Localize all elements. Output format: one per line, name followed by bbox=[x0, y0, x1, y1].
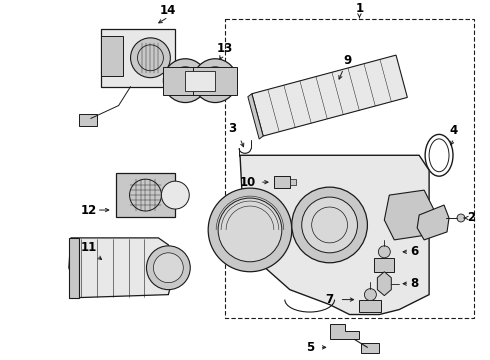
Circle shape bbox=[161, 181, 189, 209]
Polygon shape bbox=[384, 190, 434, 240]
Circle shape bbox=[201, 67, 229, 95]
Text: 2: 2 bbox=[467, 211, 475, 225]
Text: 6: 6 bbox=[410, 245, 418, 258]
Polygon shape bbox=[252, 55, 407, 136]
Circle shape bbox=[378, 246, 391, 258]
Polygon shape bbox=[240, 155, 429, 315]
Bar bbox=[362, 343, 379, 353]
Bar bbox=[225, 19, 474, 318]
Bar bbox=[101, 36, 122, 76]
Text: 13: 13 bbox=[217, 42, 233, 55]
Bar bbox=[69, 238, 79, 298]
Text: 10: 10 bbox=[240, 176, 256, 189]
Circle shape bbox=[130, 38, 171, 78]
Bar bbox=[225, 19, 474, 318]
Text: 11: 11 bbox=[81, 241, 97, 255]
Text: 1: 1 bbox=[355, 3, 364, 15]
Polygon shape bbox=[330, 324, 360, 339]
Polygon shape bbox=[69, 238, 175, 298]
Circle shape bbox=[302, 197, 358, 253]
Bar bbox=[185, 71, 215, 91]
Text: 12: 12 bbox=[81, 203, 97, 216]
Bar bbox=[374, 258, 394, 272]
Text: 4: 4 bbox=[450, 124, 458, 137]
Bar bbox=[193, 67, 237, 95]
Bar bbox=[290, 179, 296, 185]
Bar bbox=[274, 176, 290, 188]
Text: 8: 8 bbox=[410, 277, 418, 290]
Text: 9: 9 bbox=[343, 54, 352, 67]
Text: 7: 7 bbox=[325, 293, 334, 306]
Circle shape bbox=[457, 214, 465, 222]
Polygon shape bbox=[248, 94, 263, 139]
Bar bbox=[79, 114, 97, 126]
Text: 3: 3 bbox=[228, 122, 236, 135]
Bar bbox=[163, 67, 207, 95]
Text: 14: 14 bbox=[160, 4, 176, 18]
Circle shape bbox=[208, 188, 292, 272]
Circle shape bbox=[147, 246, 190, 290]
Circle shape bbox=[153, 253, 183, 283]
Circle shape bbox=[218, 198, 282, 262]
Circle shape bbox=[193, 59, 237, 103]
Circle shape bbox=[365, 289, 376, 301]
Text: 5: 5 bbox=[306, 341, 314, 354]
Bar bbox=[116, 173, 175, 217]
Circle shape bbox=[292, 187, 368, 263]
Circle shape bbox=[172, 67, 199, 95]
Bar bbox=[360, 300, 381, 311]
Bar bbox=[101, 29, 175, 87]
Circle shape bbox=[163, 59, 207, 103]
Polygon shape bbox=[377, 272, 392, 296]
Polygon shape bbox=[417, 205, 449, 240]
